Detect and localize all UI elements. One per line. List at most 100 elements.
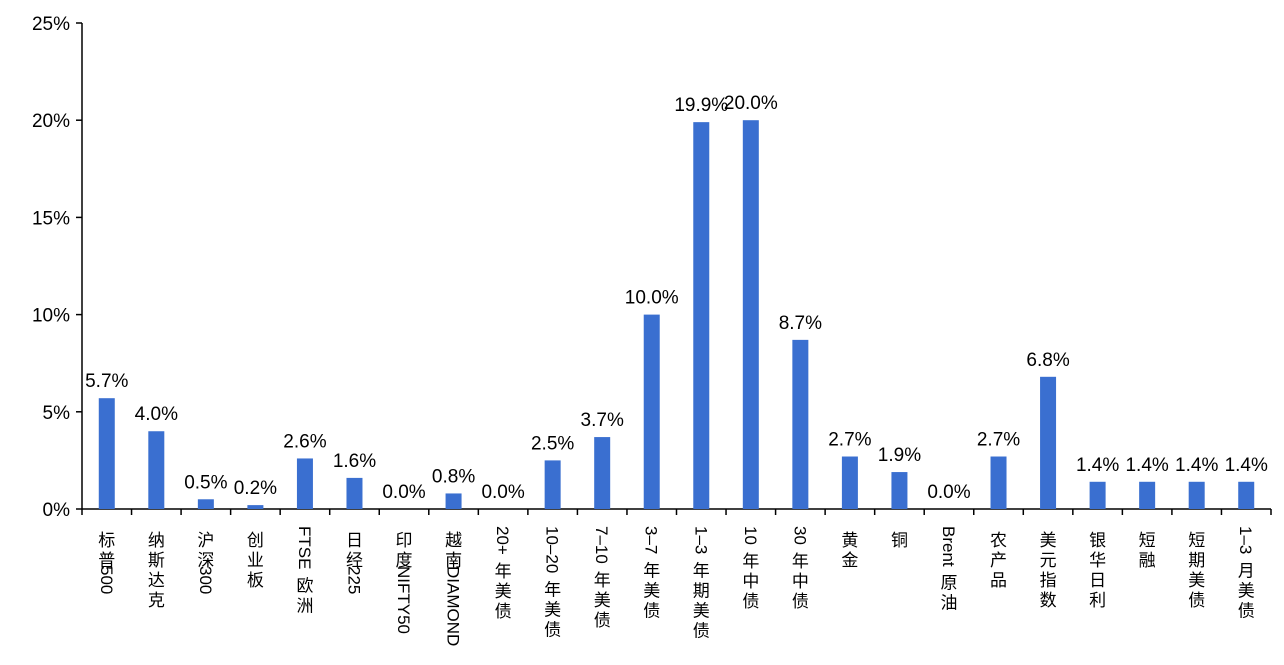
data-label: 2.5% xyxy=(531,433,574,454)
category-label-char: 印 xyxy=(396,531,413,550)
data-label: 1.4% xyxy=(1125,455,1168,476)
data-label: 1.9% xyxy=(878,445,921,466)
category-label-char: 年 xyxy=(544,580,561,599)
category-label-char: 期 xyxy=(693,581,710,600)
data-label: 0.5% xyxy=(184,472,227,493)
data-label: 1.4% xyxy=(1225,455,1268,476)
bar xyxy=(1139,481,1156,509)
category-label-run: 30 xyxy=(790,526,809,545)
data-label: 0.8% xyxy=(432,466,475,487)
category-label-run: 225 xyxy=(344,566,363,594)
y-axis: 0% 5% 10% 15% 20% 25% xyxy=(32,14,83,521)
bar xyxy=(792,339,809,509)
category-label-char: 利 xyxy=(1089,591,1106,610)
y-tick-label: 15% xyxy=(32,208,70,229)
category-label-run: 1–3 xyxy=(691,526,710,554)
data-label: 2.6% xyxy=(283,431,326,452)
category-label-char: 债 xyxy=(742,592,759,611)
category-label-char: 原 xyxy=(940,574,957,593)
category-label-run: DIAMOND xyxy=(444,566,463,646)
data-label: 6.8% xyxy=(1026,350,1069,371)
category-label-char: 品 xyxy=(990,571,1007,590)
category-label-run: FTSE xyxy=(295,526,314,569)
category-label-char: 纳 xyxy=(148,531,165,550)
category-label-char: 日 xyxy=(346,531,363,550)
data-label: 2.7% xyxy=(828,430,871,451)
category-label-run: 7–10 xyxy=(592,526,611,564)
category-label-char: 欧 xyxy=(296,576,313,595)
category-label: 3–7 年美债 xyxy=(642,526,661,620)
data-label: 5.7% xyxy=(85,371,128,392)
bar xyxy=(296,458,313,509)
bar xyxy=(148,431,165,509)
category-label: 黄金 xyxy=(841,531,858,570)
bar xyxy=(643,314,660,509)
category-label-char: 黄 xyxy=(841,531,858,550)
y-tick-label: 0% xyxy=(43,500,71,521)
bar xyxy=(1040,376,1057,509)
category-label-char: 美 xyxy=(594,591,611,610)
category-label-char: 标 xyxy=(98,531,115,550)
category-label-char: 期 xyxy=(1188,551,1205,570)
category-label-char: 美 xyxy=(495,582,512,601)
bar xyxy=(1188,481,1205,509)
category-label: 10 年中债 xyxy=(741,526,760,611)
bar xyxy=(990,456,1007,509)
y-tick-label: 20% xyxy=(32,111,70,132)
category-label-char: 元 xyxy=(1040,551,1057,570)
category-label-char: 债 xyxy=(495,602,512,621)
data-label: 19.9% xyxy=(674,95,728,116)
category-label-char: 深 xyxy=(197,551,214,570)
category-label: 创业板 xyxy=(247,531,264,590)
category-label-char: 年 xyxy=(742,552,759,571)
category-label-run: 500 xyxy=(97,566,116,594)
category-label-char: 年 xyxy=(792,552,809,571)
category-label-char: 斯 xyxy=(148,551,165,570)
category-label-char: 债 xyxy=(544,620,561,639)
y-tick-label: 5% xyxy=(43,403,71,424)
category-label-run: 20+ xyxy=(493,526,512,555)
category-label-char: 短 xyxy=(1139,531,1156,550)
category-label-char: 债 xyxy=(643,601,660,620)
category-label-char: 华 xyxy=(1089,551,1106,570)
data-label: 20.0% xyxy=(724,93,778,114)
category-label-run: 1–3 xyxy=(1236,526,1255,554)
category-label-char: 美 xyxy=(544,600,561,619)
category-label-char: 美 xyxy=(1188,571,1205,590)
bar xyxy=(594,437,611,509)
category-label: FTSE 欧洲 xyxy=(295,526,314,615)
category-label: 短融 xyxy=(1139,531,1156,570)
bar xyxy=(98,398,115,509)
category-label-char: 农 xyxy=(990,531,1007,550)
category-label-char: 债 xyxy=(1238,601,1255,620)
data-label: 1.6% xyxy=(333,451,376,472)
category-label-char: 融 xyxy=(1139,551,1156,570)
category-label-char: 美 xyxy=(1238,581,1255,600)
data-label: 0.0% xyxy=(927,482,970,503)
category-label-run: Brent xyxy=(939,526,958,567)
category-label-char: 中 xyxy=(792,572,809,591)
category-label-char: 油 xyxy=(940,594,957,613)
category-label-char: 金 xyxy=(841,551,858,570)
category-label-char: 创 xyxy=(247,531,264,550)
category-label-char: 债 xyxy=(693,621,710,640)
category-label-char: 债 xyxy=(792,592,809,611)
data-label: 1.4% xyxy=(1076,455,1119,476)
data-label: 0.0% xyxy=(382,482,425,503)
data-label: 4.0% xyxy=(135,404,178,425)
category-label-char: 美 xyxy=(693,601,710,620)
category-label: 铜 xyxy=(891,531,908,550)
category-label-run: 10 xyxy=(741,526,760,545)
category-label-char: 日 xyxy=(1089,571,1106,590)
category-label-char: 美 xyxy=(643,581,660,600)
category-label-char: 年 xyxy=(693,561,710,580)
